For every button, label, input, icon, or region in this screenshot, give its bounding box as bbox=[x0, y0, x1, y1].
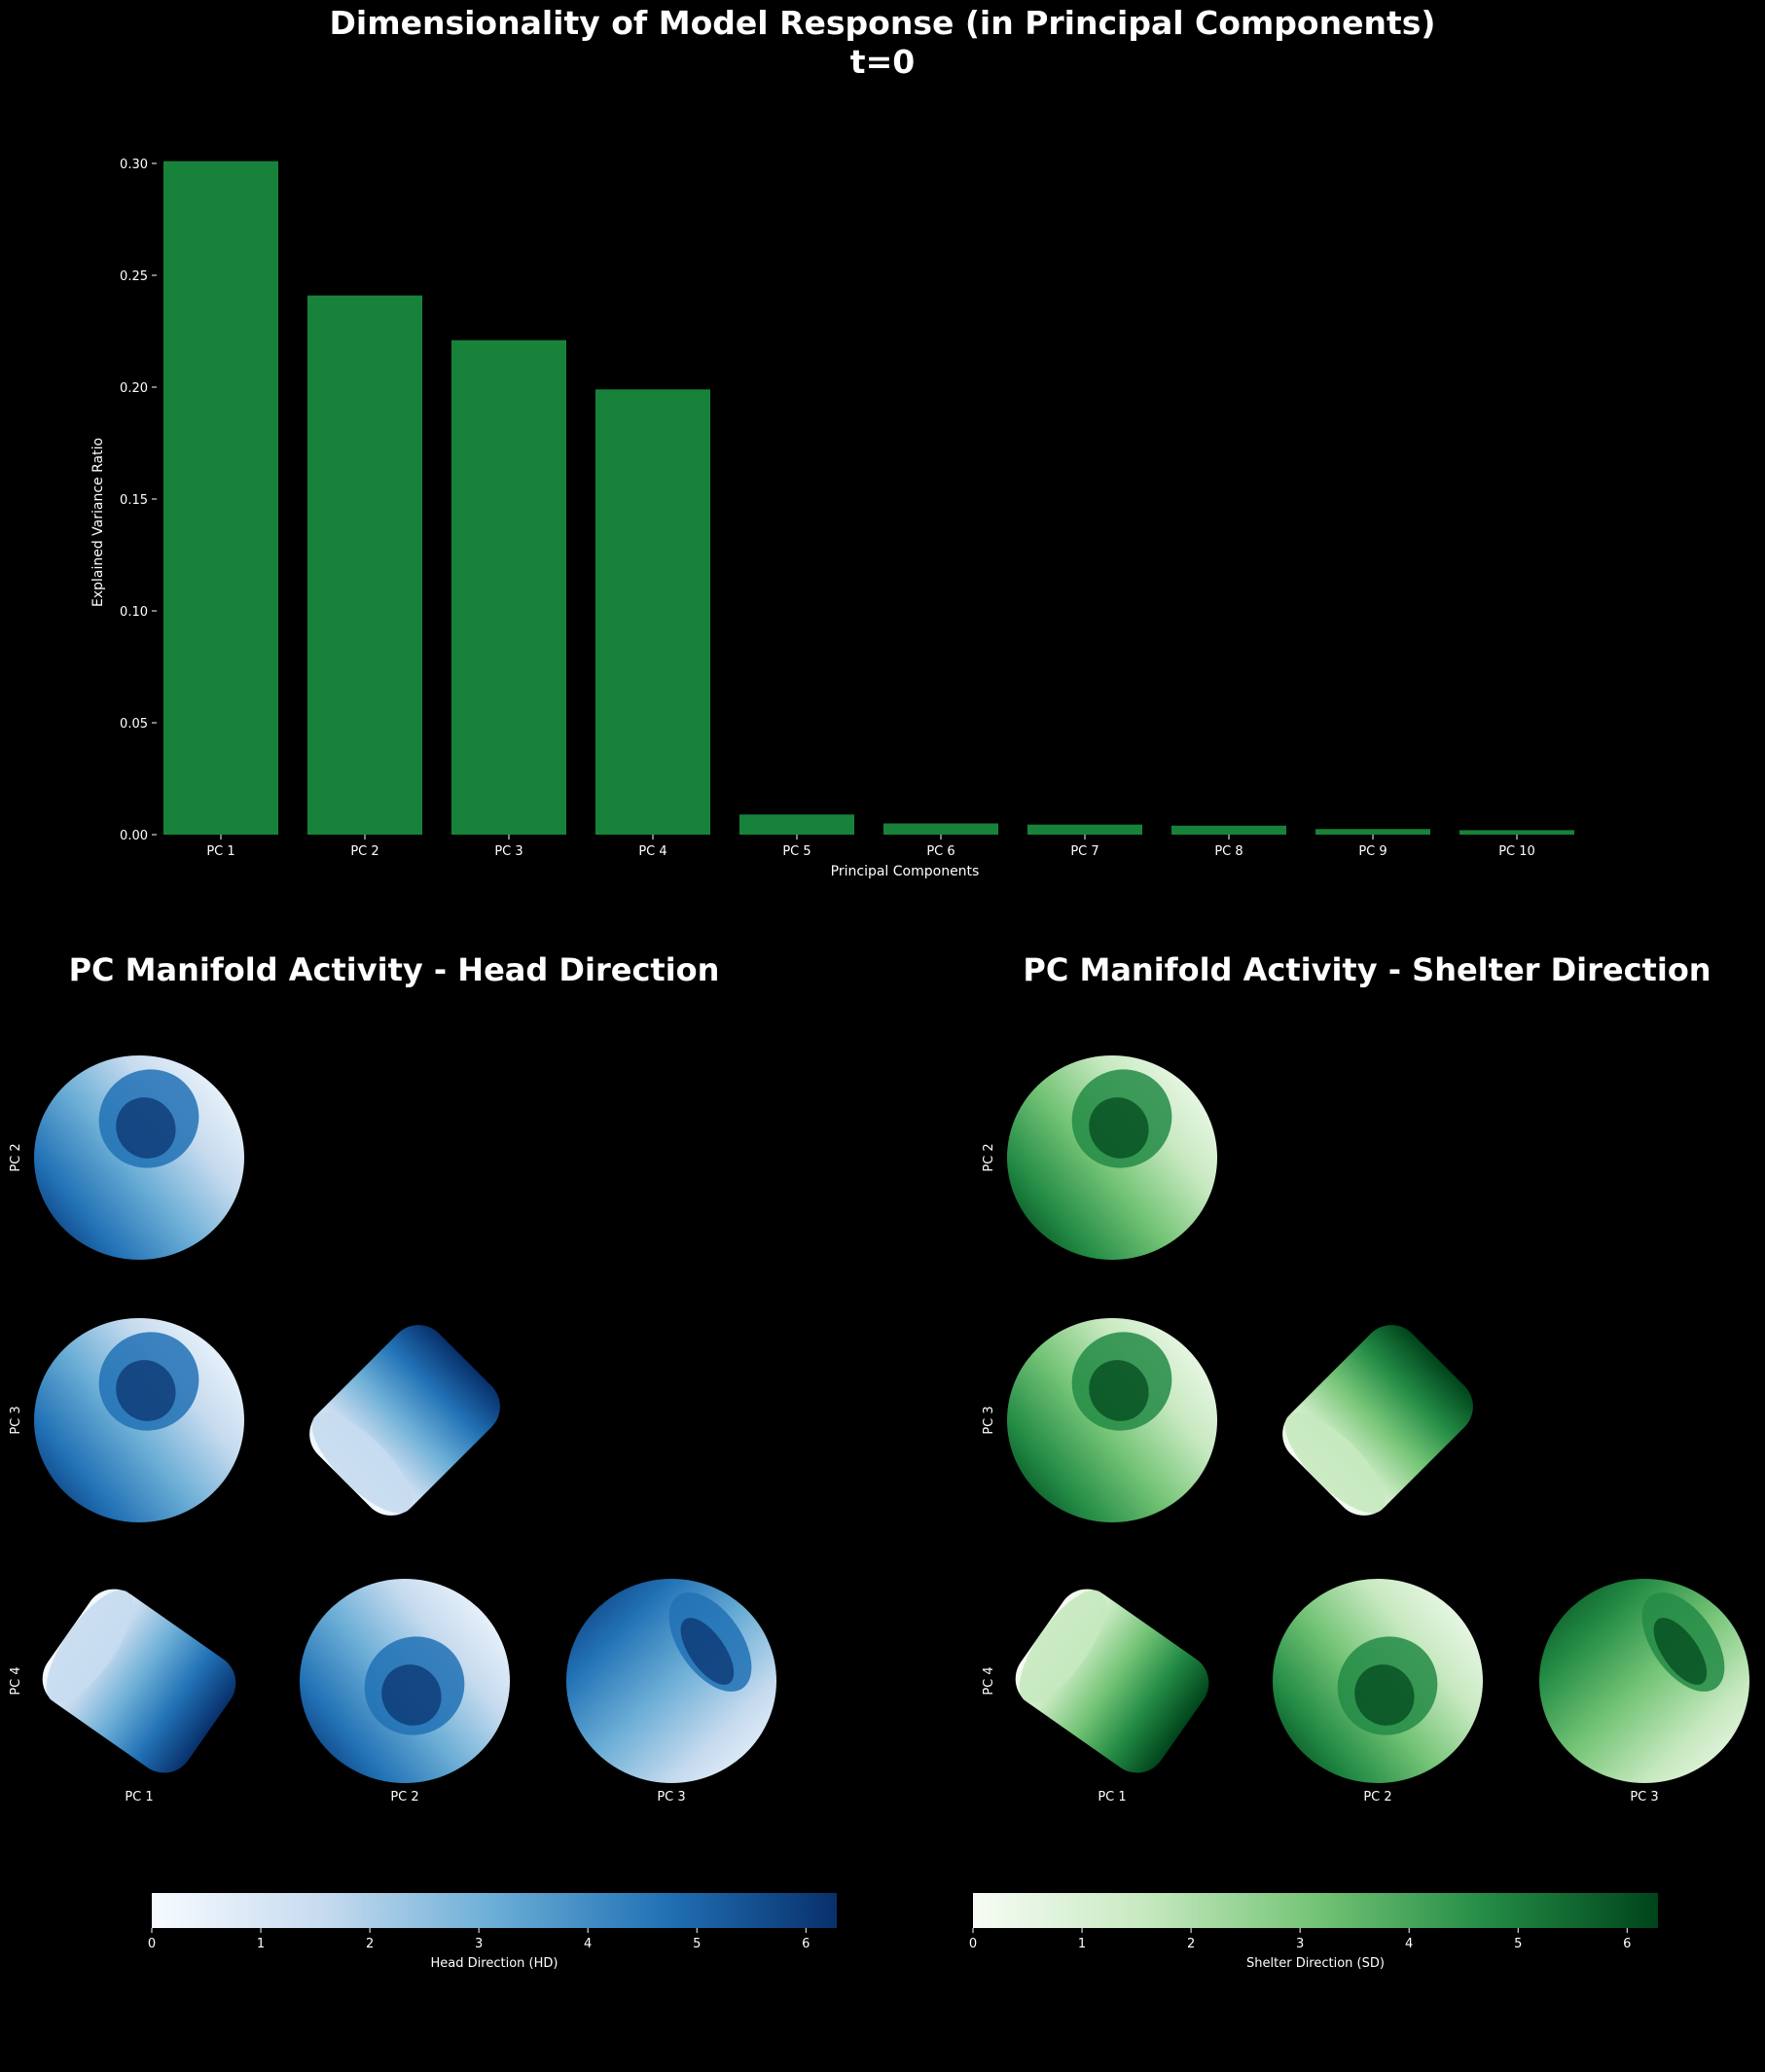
colorbar-tick-label: 1 bbox=[1078, 1937, 1086, 1951]
hd-manifold-plot bbox=[34, 1318, 244, 1522]
manifold-face bbox=[1019, 1590, 1106, 1703]
manifold-hole-inner bbox=[116, 1097, 176, 1159]
x-tick-label: PC 5 bbox=[782, 844, 810, 859]
y-tick-label: 0.20 bbox=[120, 381, 148, 396]
colorbar-tick-label: 4 bbox=[1405, 1937, 1413, 1951]
y-axis-label: Explained Variance Ratio bbox=[90, 438, 106, 607]
sd-row-label: PC 3 bbox=[982, 1406, 996, 1434]
sd-manifold-plot bbox=[1007, 1055, 1217, 1260]
y-tick-label: 0.10 bbox=[120, 605, 148, 620]
x-tick-label: PC 2 bbox=[350, 844, 378, 859]
manifold-face bbox=[311, 1412, 413, 1514]
manifold-hole-inner bbox=[1089, 1097, 1149, 1159]
colorbar-tick-label: 2 bbox=[366, 1937, 374, 1951]
head-direction-panel-title: PC Manifold Activity - Head Direction bbox=[68, 951, 720, 988]
hd-row-label: PC 3 bbox=[9, 1406, 23, 1434]
x-tick-label: PC 4 bbox=[638, 844, 666, 859]
sd-row-label: PC 4 bbox=[982, 1666, 996, 1695]
manifold-hole-inner bbox=[381, 1664, 442, 1726]
y-tick-label: 0.25 bbox=[120, 269, 148, 284]
explained-variance-bar-chart: Explained Variance Ratio Principal Compo… bbox=[90, 158, 1574, 879]
manifold-face bbox=[1284, 1412, 1386, 1514]
pc-manifold-grids: PC 2 PC 3 PC 4 PC 1 PC 2 PC 3 PC 2 PC 3 PC 4 PC 1… bbox=[9, 1055, 1749, 1804]
colorbar-tick-label: 3 bbox=[475, 1937, 483, 1951]
bar-pc-6 bbox=[883, 823, 998, 835]
manifold-hole-inner bbox=[1653, 1618, 1708, 1685]
hd-col-label: PC 2 bbox=[390, 1790, 418, 1804]
y-tick-label: 0.05 bbox=[120, 717, 148, 732]
x-tick-label: PC 7 bbox=[1070, 844, 1099, 859]
x-tick-label: PC 1 bbox=[206, 844, 234, 859]
x-tick-label: PC 8 bbox=[1214, 844, 1243, 859]
x-tick-label: PC 9 bbox=[1358, 844, 1387, 859]
colorbar-tick-label: 5 bbox=[693, 1937, 701, 1951]
colorbar-tick-label: 3 bbox=[1296, 1937, 1304, 1951]
hd-row-label: PC 4 bbox=[9, 1666, 23, 1695]
hd-col-label: PC 1 bbox=[125, 1790, 153, 1804]
hd-manifold-plot bbox=[309, 1325, 500, 1516]
colorbar-gradient bbox=[152, 1893, 837, 1928]
figure-title-line1: Dimensionality of Model Response (in Pri… bbox=[329, 4, 1436, 42]
sd-col-label: PC 2 bbox=[1363, 1790, 1391, 1804]
colorbar-tick-label: 4 bbox=[584, 1937, 592, 1951]
sd-manifold-grid: PC 2 PC 3 PC 4 PC 1 PC 2 PC 3 bbox=[982, 1055, 1749, 1804]
sd-colorbar-label: Shelter Direction (SD) bbox=[1246, 1956, 1385, 1971]
y-tick-label: 0.30 bbox=[120, 158, 148, 172]
bar-pc-10 bbox=[1459, 830, 1574, 835]
bar-pc-4 bbox=[595, 389, 710, 835]
colorbar-gradient bbox=[973, 1893, 1658, 1928]
sd-col-label: PC 3 bbox=[1630, 1790, 1658, 1804]
bar-pc-7 bbox=[1027, 824, 1142, 835]
hd-manifold-plot bbox=[566, 1579, 776, 1783]
manifold-hole-inner bbox=[1089, 1360, 1149, 1421]
bar-pc-2 bbox=[307, 295, 422, 835]
x-axis-label: Principal Components bbox=[831, 864, 980, 879]
x-tick-label: PC 3 bbox=[494, 844, 522, 859]
y-tick-label: 0.00 bbox=[120, 829, 148, 843]
colorbar-tick-label: 2 bbox=[1187, 1937, 1195, 1951]
bar-pc-3 bbox=[451, 339, 566, 835]
hd-col-label: PC 3 bbox=[657, 1790, 685, 1804]
manifold-hole-inner bbox=[1354, 1664, 1415, 1726]
colorbar-tick-label: 6 bbox=[802, 1937, 810, 1951]
sd-manifold-plot bbox=[1273, 1579, 1483, 1783]
colorbar-tick-label: 0 bbox=[148, 1937, 156, 1951]
shelter-direction-panel-title: PC Manifold Activity - Shelter Direction bbox=[1023, 951, 1711, 988]
sd-manifold-plot bbox=[1015, 1589, 1209, 1773]
x-tick-label: PC 6 bbox=[926, 844, 955, 859]
hd-colorbar: 0 1 2 3 4 5 6 Head Direction (HD) bbox=[148, 1893, 837, 1971]
colorbar-tick-label: 5 bbox=[1514, 1937, 1522, 1951]
hd-row-label: PC 2 bbox=[9, 1143, 23, 1171]
bar-pc-1 bbox=[163, 161, 278, 835]
manifold-hole-inner bbox=[680, 1618, 735, 1685]
sd-manifold-plot bbox=[1282, 1325, 1473, 1516]
colorbars: 0 1 2 3 4 5 6 Head Direction (HD) 0 1 2 3 4 5 6 Shelter… bbox=[148, 1893, 1658, 1971]
bar-pc-8 bbox=[1171, 825, 1286, 835]
bar-pc-9 bbox=[1315, 829, 1430, 835]
sd-colorbar: 0 1 2 3 4 5 6 Shelter Direction (SD) bbox=[969, 1893, 1658, 1971]
manifold-hole-inner bbox=[116, 1360, 176, 1421]
x-tick-label: PC 10 bbox=[1498, 844, 1535, 859]
hd-manifold-plot bbox=[42, 1589, 236, 1773]
figure-title-line2: t=0 bbox=[849, 43, 916, 81]
sd-row-label: PC 2 bbox=[982, 1143, 996, 1171]
sd-col-label: PC 1 bbox=[1098, 1790, 1126, 1804]
bar-pc-5 bbox=[739, 814, 854, 835]
colorbar-tick-label: 6 bbox=[1623, 1937, 1631, 1951]
hd-manifold-plot bbox=[300, 1579, 510, 1783]
sd-manifold-plot bbox=[1007, 1318, 1217, 1522]
hd-colorbar-label: Head Direction (HD) bbox=[431, 1956, 558, 1971]
hd-manifold-plot bbox=[34, 1055, 244, 1260]
figure-title: Dimensionality of Model Response (in Pri… bbox=[0, 4, 1765, 82]
manifold-face bbox=[46, 1590, 133, 1703]
hd-manifold-grid: PC 2 PC 3 PC 4 PC 1 PC 2 PC 3 bbox=[9, 1055, 776, 1804]
colorbar-tick-label: 1 bbox=[257, 1937, 265, 1951]
sd-manifold-plot bbox=[1539, 1579, 1749, 1783]
y-tick-label: 0.15 bbox=[120, 493, 148, 508]
colorbar-tick-label: 0 bbox=[969, 1937, 977, 1951]
